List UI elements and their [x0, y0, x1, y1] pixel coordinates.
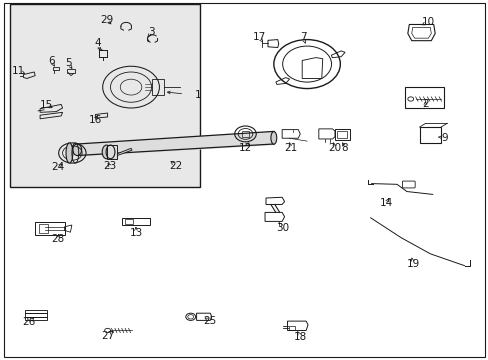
Bar — [53, 67, 59, 70]
Text: 14: 14 — [379, 198, 392, 208]
Bar — [337, 131, 346, 138]
Text: 2: 2 — [421, 99, 428, 109]
Text: 19: 19 — [406, 258, 419, 269]
Text: 8: 8 — [341, 143, 347, 153]
Text: 15: 15 — [40, 100, 53, 110]
Text: 10: 10 — [422, 17, 434, 27]
Bar — [404, 87, 443, 108]
Text: 4: 4 — [94, 38, 101, 48]
Bar — [106, 145, 117, 159]
Text: 12: 12 — [238, 143, 252, 153]
Text: 25: 25 — [203, 316, 217, 326]
Text: 28: 28 — [51, 234, 64, 244]
Text: 23: 23 — [103, 161, 117, 171]
Text: 24: 24 — [51, 162, 64, 172]
Text: 21: 21 — [284, 143, 297, 153]
Text: 17: 17 — [252, 32, 265, 42]
Bar — [151, 79, 163, 95]
Text: 16: 16 — [88, 114, 102, 125]
Text: 22: 22 — [169, 161, 183, 171]
Bar — [10, 4, 200, 187]
Text: 3: 3 — [148, 27, 155, 37]
Bar — [122, 218, 149, 225]
Ellipse shape — [66, 143, 73, 163]
Text: 9: 9 — [441, 132, 447, 143]
Bar — [419, 127, 440, 143]
Ellipse shape — [73, 144, 81, 156]
Text: 7: 7 — [299, 32, 306, 42]
Bar — [334, 129, 349, 140]
Text: 18: 18 — [293, 332, 307, 342]
Text: 5: 5 — [65, 58, 72, 68]
Text: 6: 6 — [48, 56, 55, 66]
Text: 27: 27 — [101, 330, 114, 341]
Text: 11: 11 — [12, 66, 25, 76]
Ellipse shape — [270, 132, 276, 144]
Ellipse shape — [102, 145, 111, 159]
Text: 29: 29 — [100, 15, 113, 25]
Text: 1: 1 — [194, 90, 201, 100]
Bar — [67, 69, 75, 73]
Text: 20: 20 — [328, 143, 341, 153]
Text: 30: 30 — [276, 222, 288, 233]
Text: 13: 13 — [129, 228, 142, 238]
Bar — [39, 224, 48, 233]
Bar — [241, 131, 249, 137]
Polygon shape — [117, 148, 132, 156]
Text: 26: 26 — [22, 317, 36, 327]
Bar — [125, 219, 133, 224]
Bar — [35, 222, 64, 235]
